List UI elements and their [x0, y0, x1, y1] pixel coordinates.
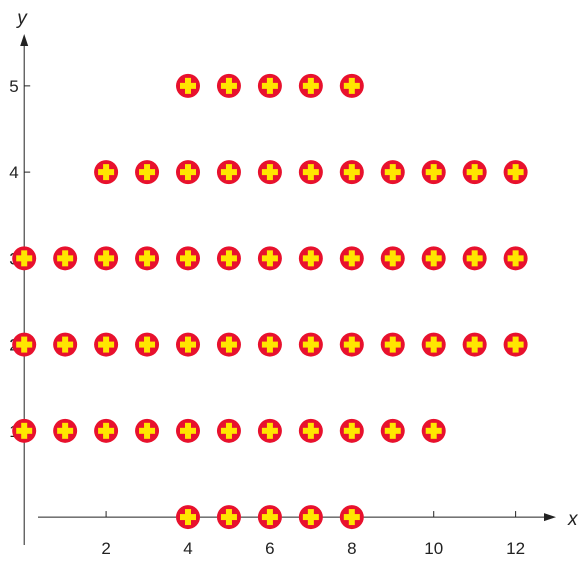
data-point — [339, 332, 364, 357]
x-tick-label: 12 — [506, 539, 525, 558]
data-point — [176, 160, 200, 185]
data-point — [176, 332, 200, 357]
data-point — [462, 332, 487, 357]
data-point — [94, 332, 119, 357]
data-point — [380, 246, 405, 271]
data-points — [12, 73, 528, 530]
data-point — [380, 160, 405, 185]
data-point — [257, 246, 282, 271]
data-point — [176, 418, 200, 443]
x-axis-title: x — [567, 509, 579, 530]
data-point — [135, 160, 160, 185]
x-tick-label: 4 — [183, 539, 192, 558]
axes: x y — [15, 8, 579, 545]
data-point — [380, 332, 405, 357]
data-point — [135, 246, 160, 271]
data-point — [503, 246, 528, 271]
y-tick-label: 5 — [9, 77, 18, 96]
data-point — [380, 418, 405, 443]
data-point — [53, 246, 78, 271]
x-tick-label: 6 — [265, 539, 274, 558]
data-point — [298, 418, 323, 443]
data-point — [135, 332, 160, 357]
data-point — [421, 332, 446, 357]
data-point — [298, 160, 323, 185]
data-point — [12, 418, 37, 443]
data-point — [176, 73, 200, 98]
data-point — [503, 160, 528, 185]
data-point — [339, 246, 364, 271]
data-point — [12, 246, 37, 271]
data-point — [94, 246, 119, 271]
data-point — [216, 246, 241, 271]
data-point — [257, 332, 282, 357]
data-point — [339, 73, 364, 98]
data-point — [216, 418, 241, 443]
data-point — [257, 73, 282, 98]
x-tick-label: 8 — [347, 539, 356, 558]
data-point — [298, 246, 323, 271]
data-point — [462, 160, 487, 185]
data-point — [216, 160, 241, 185]
data-point — [216, 505, 241, 530]
data-point — [176, 505, 200, 530]
data-point — [339, 505, 364, 530]
data-point — [298, 505, 323, 530]
data-point — [257, 418, 282, 443]
y-axis-arrow — [20, 34, 29, 46]
data-point — [135, 418, 160, 443]
data-point — [421, 246, 446, 271]
data-point — [53, 418, 78, 443]
data-point — [298, 332, 323, 357]
data-point — [298, 73, 323, 98]
y-axis-title: y — [15, 8, 28, 29]
data-point — [421, 418, 446, 443]
data-point — [257, 160, 282, 185]
data-point — [216, 73, 241, 98]
x-tick-label: 2 — [101, 539, 110, 558]
data-point — [339, 160, 364, 185]
data-point — [503, 332, 528, 357]
y-tick-label: 4 — [9, 163, 18, 182]
data-point — [257, 505, 282, 530]
data-point — [339, 418, 364, 443]
data-point — [94, 160, 119, 185]
x-tick-label: 10 — [424, 539, 443, 558]
data-point — [12, 332, 37, 357]
data-point — [53, 332, 78, 357]
data-point — [94, 418, 119, 443]
data-point — [216, 332, 241, 357]
x-axis-arrow — [544, 513, 556, 522]
data-point — [462, 246, 487, 271]
data-point — [176, 246, 200, 271]
data-point — [421, 160, 446, 185]
